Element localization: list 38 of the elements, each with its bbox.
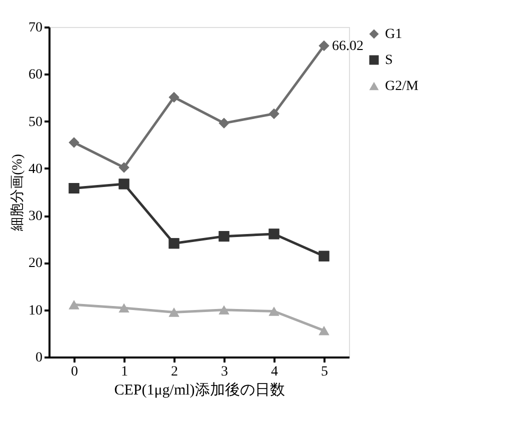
- point: [118, 303, 130, 313]
- y-tick-label: 10: [28, 303, 42, 318]
- point: [118, 162, 130, 173]
- x-tick-label: 0: [71, 364, 78, 380]
- point: [168, 92, 180, 102]
- point: [68, 300, 80, 310]
- x-tick-label: 3: [221, 364, 228, 380]
- legend-label: S: [385, 53, 393, 68]
- point: [268, 306, 280, 316]
- x-tick-label: 1: [121, 364, 128, 380]
- point: [218, 305, 230, 314]
- point: [68, 182, 80, 194]
- point: [268, 228, 280, 240]
- point: [318, 326, 330, 336]
- point: [318, 40, 330, 52]
- x-axis-title: CEP(1μg/ml)添加後の日数: [114, 382, 285, 398]
- y-tick-label: 40: [28, 162, 42, 177]
- point: [68, 137, 80, 148]
- point: [218, 118, 230, 128]
- point: [218, 231, 230, 242]
- point: [268, 108, 280, 119]
- y-tick-label: 30: [28, 209, 42, 224]
- point: [118, 178, 130, 190]
- y-tick-label: 60: [28, 68, 42, 83]
- y-tick-label: 20: [28, 256, 42, 272]
- y-axis-title: 細胞分画(%): [10, 154, 26, 232]
- y-tick-label: 50: [28, 114, 42, 130]
- point: [168, 308, 180, 317]
- y-tick-label: 70: [28, 20, 42, 36]
- x-tick-label: 5: [321, 364, 328, 380]
- legend-label: G1: [385, 27, 402, 42]
- x-tick-label: 4: [271, 364, 278, 380]
- annotation: 66.02: [332, 38, 364, 54]
- point: [318, 250, 330, 262]
- point: [168, 238, 180, 249]
- y-tick-label: 0: [36, 350, 42, 366]
- legend-label: G2/M: [385, 79, 419, 94]
- x-tick-label: 2: [171, 364, 178, 380]
